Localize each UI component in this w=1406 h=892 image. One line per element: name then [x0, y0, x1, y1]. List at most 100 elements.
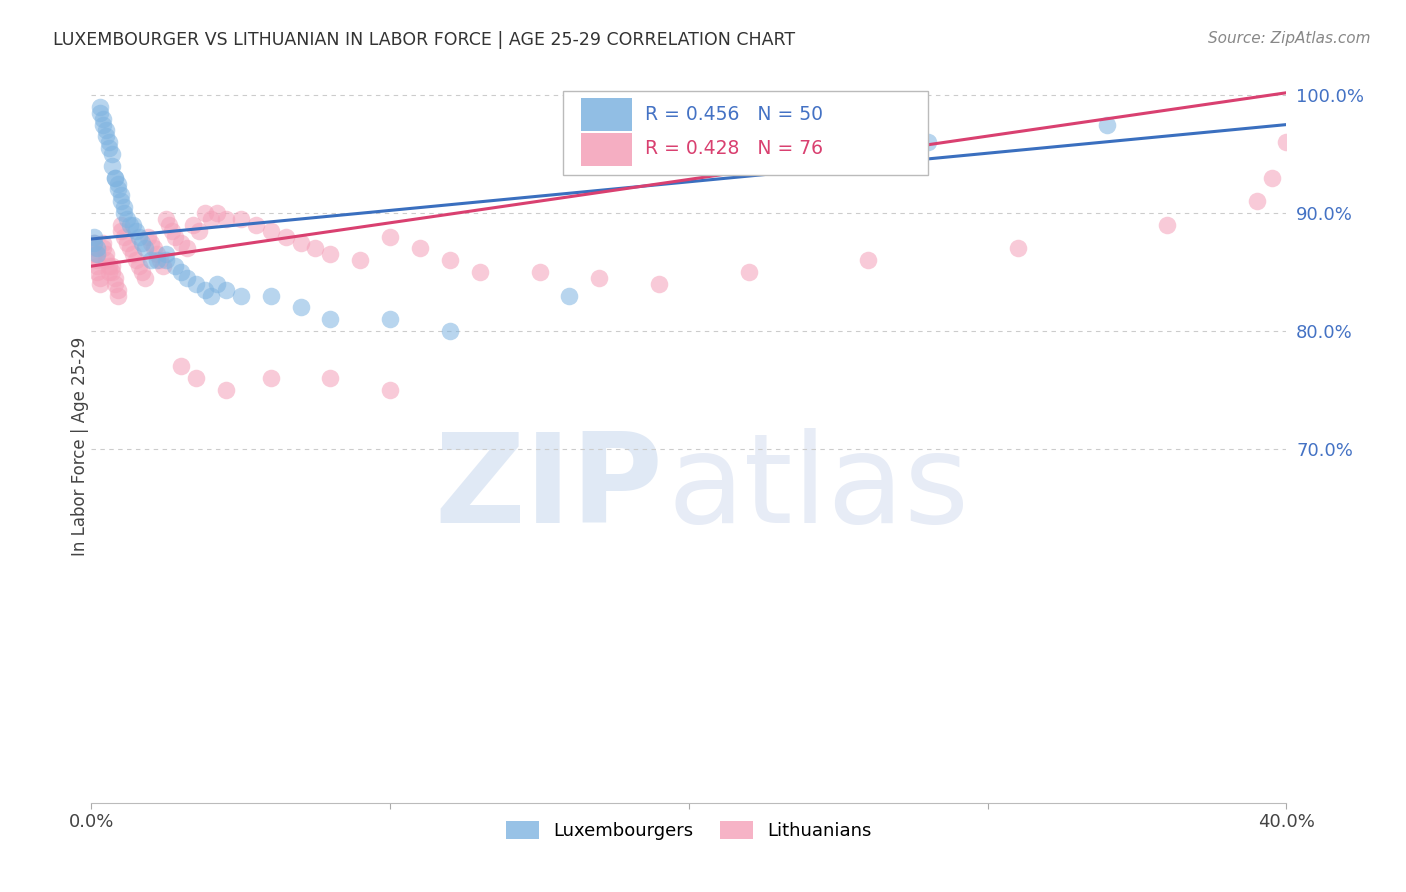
Point — [107, 283, 129, 297]
Point — [194, 206, 217, 220]
Point — [215, 211, 238, 226]
Point — [110, 194, 132, 209]
Point — [259, 224, 281, 238]
Point — [349, 253, 371, 268]
Point — [468, 265, 491, 279]
Point — [200, 211, 222, 226]
Point — [141, 235, 163, 250]
FancyBboxPatch shape — [582, 133, 631, 166]
Point — [588, 271, 610, 285]
Point — [143, 242, 166, 256]
Point — [290, 235, 312, 250]
Point — [86, 265, 108, 279]
Point — [125, 224, 148, 238]
Point — [205, 277, 228, 291]
Point — [89, 277, 111, 291]
Point — [380, 312, 402, 326]
Text: Source: ZipAtlas.com: Source: ZipAtlas.com — [1208, 31, 1371, 46]
Point — [86, 253, 108, 268]
Point — [112, 200, 135, 214]
Text: ZIP: ZIP — [434, 428, 662, 549]
Point — [181, 218, 204, 232]
Point — [83, 235, 105, 250]
Point — [115, 235, 138, 250]
Point — [83, 235, 105, 250]
Point — [170, 235, 193, 250]
Point — [160, 224, 183, 238]
Point — [529, 265, 551, 279]
Point — [104, 277, 127, 291]
Point — [146, 247, 169, 261]
Point — [125, 253, 148, 268]
Point — [184, 277, 207, 291]
Point — [917, 136, 939, 150]
Point — [188, 224, 211, 238]
Point — [107, 177, 129, 191]
Point — [176, 242, 198, 256]
Point — [101, 147, 124, 161]
Point — [110, 224, 132, 238]
Point — [229, 288, 252, 302]
Point — [110, 188, 132, 202]
Point — [304, 242, 326, 256]
Point — [176, 271, 198, 285]
Y-axis label: In Labor Force | Age 25-29: In Labor Force | Age 25-29 — [72, 336, 89, 556]
Point — [96, 123, 118, 137]
Point — [155, 211, 177, 226]
Point — [155, 247, 177, 261]
Point — [86, 259, 108, 273]
Point — [86, 247, 108, 261]
Point — [146, 253, 169, 268]
Point — [1275, 136, 1298, 150]
Point — [163, 259, 186, 273]
Point — [157, 218, 180, 232]
Point — [259, 288, 281, 302]
Legend: Luxembourgers, Lithuanians: Luxembourgers, Lithuanians — [499, 814, 879, 847]
Point — [93, 235, 115, 250]
Point — [98, 259, 121, 273]
Point — [439, 324, 461, 338]
Point — [1156, 218, 1178, 232]
Point — [104, 170, 127, 185]
Point — [319, 312, 342, 326]
Point — [83, 247, 105, 261]
Point — [112, 206, 135, 220]
Point — [380, 229, 402, 244]
Point — [107, 288, 129, 302]
Point — [112, 229, 135, 244]
Point — [558, 288, 581, 302]
Point — [215, 283, 238, 297]
Point — [110, 218, 132, 232]
Point — [98, 136, 121, 150]
Point — [134, 271, 156, 285]
Text: R = 0.456   N = 50: R = 0.456 N = 50 — [645, 104, 823, 124]
Point — [200, 288, 222, 302]
Point — [122, 218, 145, 232]
Point — [131, 265, 153, 279]
Point — [439, 253, 461, 268]
Point — [93, 112, 115, 126]
Point — [205, 206, 228, 220]
Point — [409, 242, 432, 256]
Point — [319, 247, 342, 261]
Point — [134, 242, 156, 256]
Point — [128, 259, 150, 273]
Point — [104, 271, 127, 285]
Point — [136, 229, 159, 244]
Point — [380, 383, 402, 397]
Point — [98, 265, 121, 279]
Point — [170, 359, 193, 374]
Point — [1007, 242, 1029, 256]
Point — [83, 242, 105, 256]
Point — [83, 229, 105, 244]
Point — [1246, 194, 1268, 209]
Point — [96, 247, 118, 261]
Point — [319, 371, 342, 385]
Point — [1097, 118, 1119, 132]
Point — [737, 265, 759, 279]
Point — [163, 229, 186, 244]
Text: atlas: atlas — [668, 428, 970, 549]
Point — [101, 259, 124, 273]
Point — [115, 211, 138, 226]
Point — [274, 229, 297, 244]
